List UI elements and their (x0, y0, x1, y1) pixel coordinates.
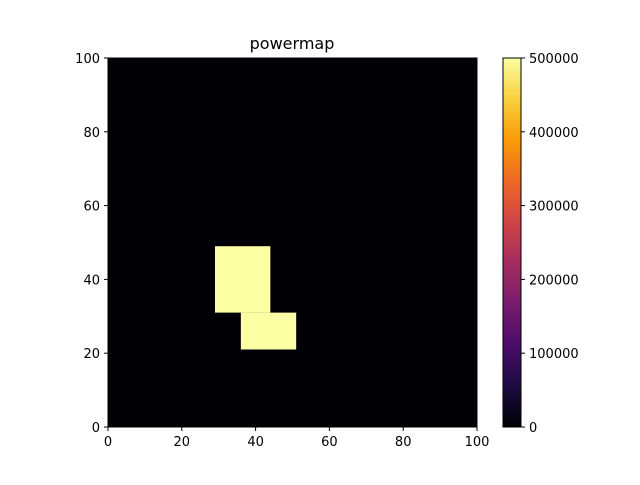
colorbar-tick-label: 300000 (529, 200, 579, 215)
colorbar: 0 100000 200000 300000 400000 500000 (502, 52, 579, 436)
heatmap-background (108, 58, 477, 427)
y-tick-label: 100 (75, 52, 100, 67)
y-axis: 0 20 40 60 80 100 (75, 52, 108, 436)
y-tick-label: 0 (92, 421, 100, 436)
heatmap-region-1 (215, 246, 271, 313)
plot-area (107, 57, 478, 428)
heatmap-cells (215, 246, 297, 350)
colorbar-tick-label: 500000 (529, 52, 579, 67)
y-tick-label: 20 (83, 347, 100, 362)
colorbar-tick-label: 100000 (529, 347, 579, 362)
colorbar-ticks: 0 100000 200000 300000 400000 500000 (521, 52, 579, 436)
x-tick-label: 0 (104, 435, 112, 450)
x-tick-label: 40 (247, 435, 264, 450)
colorbar-tick-label: 400000 (529, 126, 579, 141)
colorbar-tick-label: 200000 (529, 273, 579, 288)
x-tick-label: 60 (321, 435, 338, 450)
x-tick-label: 80 (395, 435, 412, 450)
plot-frame (107, 57, 478, 428)
x-tick-label: 100 (465, 435, 490, 450)
y-tick-label: 60 (83, 200, 100, 215)
heatmap-region-2 (240, 312, 297, 350)
colorbar-frame (502, 57, 522, 428)
y-tick-label: 40 (83, 273, 100, 288)
x-axis: 0 20 40 60 80 100 (104, 427, 490, 450)
colorbar-tick-label: 0 (529, 421, 537, 436)
colorbar-gradient (503, 58, 521, 427)
x-tick-label: 20 (174, 435, 191, 450)
y-tick-label: 80 (83, 126, 100, 141)
chart-title: powermap (250, 34, 335, 53)
